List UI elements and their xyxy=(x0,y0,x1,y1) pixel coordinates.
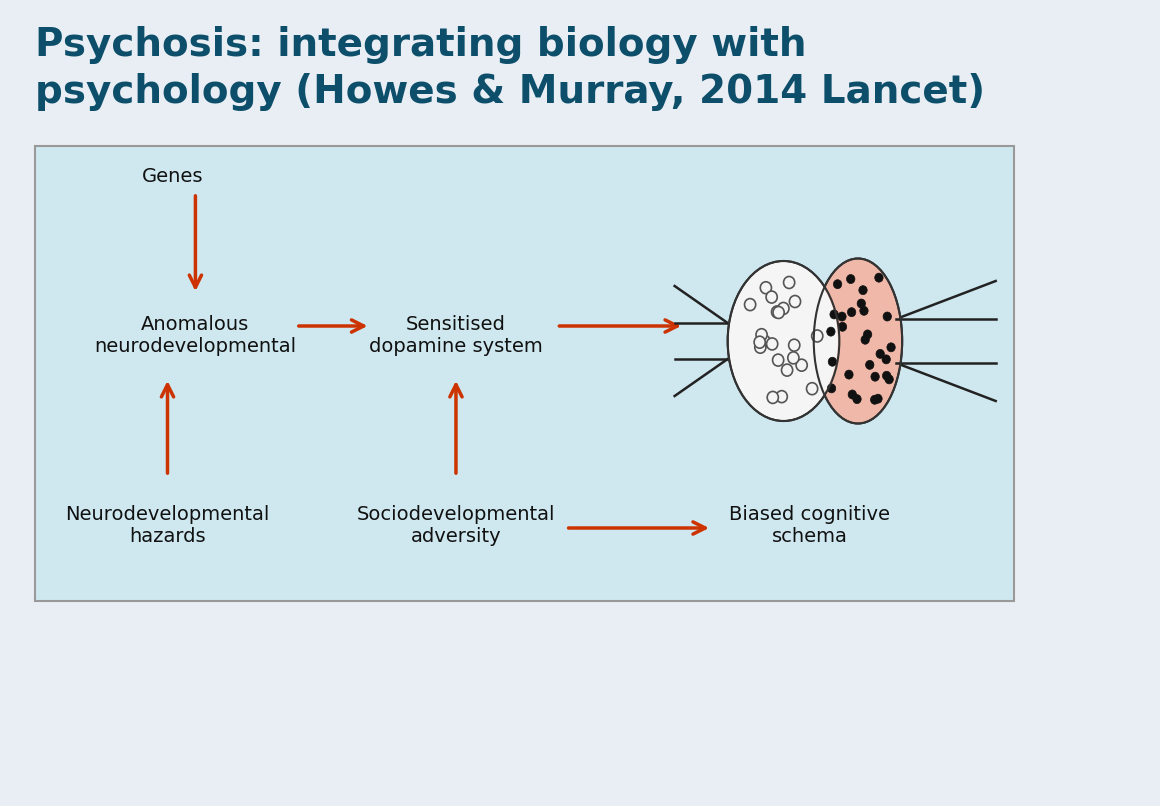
Text: Anomalous
neurodevelopmental: Anomalous neurodevelopmental xyxy=(94,315,297,356)
Circle shape xyxy=(883,312,891,321)
Circle shape xyxy=(767,338,777,350)
Circle shape xyxy=(773,354,784,366)
Circle shape xyxy=(838,312,846,321)
Circle shape xyxy=(887,343,896,352)
Text: Psychosis: integrating biology with
psychology (Howes & Murray, 2014 Lancet): Psychosis: integrating biology with psyc… xyxy=(35,26,986,111)
Circle shape xyxy=(883,372,891,380)
Circle shape xyxy=(759,335,770,347)
Circle shape xyxy=(857,299,865,308)
Circle shape xyxy=(860,306,868,315)
Text: Sensitised
dopamine system: Sensitised dopamine system xyxy=(369,315,543,356)
Circle shape xyxy=(760,282,771,293)
Circle shape xyxy=(870,395,879,405)
Circle shape xyxy=(773,306,784,318)
Circle shape xyxy=(806,383,818,395)
Text: Biased cognitive
schema: Biased cognitive schema xyxy=(730,505,890,546)
Circle shape xyxy=(771,306,783,318)
Circle shape xyxy=(853,395,861,404)
Circle shape xyxy=(847,275,855,284)
Ellipse shape xyxy=(814,259,902,423)
Circle shape xyxy=(827,327,835,336)
Circle shape xyxy=(776,391,788,403)
Circle shape xyxy=(863,330,872,339)
Ellipse shape xyxy=(815,260,901,422)
Circle shape xyxy=(756,329,767,341)
Circle shape xyxy=(790,296,800,308)
Circle shape xyxy=(882,355,891,364)
Circle shape xyxy=(827,384,835,393)
FancyBboxPatch shape xyxy=(35,146,1014,601)
Circle shape xyxy=(871,372,879,381)
Circle shape xyxy=(745,298,755,310)
Circle shape xyxy=(754,336,766,348)
Circle shape xyxy=(829,310,839,319)
Circle shape xyxy=(755,341,766,353)
Circle shape xyxy=(875,273,883,282)
Circle shape xyxy=(858,285,868,295)
Circle shape xyxy=(861,335,869,344)
Text: Genes: Genes xyxy=(142,167,203,186)
Circle shape xyxy=(828,357,836,366)
Circle shape xyxy=(782,364,792,376)
Circle shape xyxy=(767,392,778,404)
Circle shape xyxy=(812,330,822,342)
Circle shape xyxy=(796,359,807,372)
Circle shape xyxy=(848,390,856,399)
Circle shape xyxy=(873,394,882,403)
Circle shape xyxy=(876,349,884,359)
Circle shape xyxy=(833,280,842,289)
Circle shape xyxy=(839,322,847,331)
Circle shape xyxy=(844,370,853,379)
Circle shape xyxy=(783,276,795,289)
Ellipse shape xyxy=(730,263,838,419)
Text: Neurodevelopmental
hazards: Neurodevelopmental hazards xyxy=(65,505,269,546)
Circle shape xyxy=(865,360,873,369)
Circle shape xyxy=(848,308,856,317)
Circle shape xyxy=(885,375,893,384)
Circle shape xyxy=(789,339,799,351)
Circle shape xyxy=(788,352,799,364)
Circle shape xyxy=(766,291,777,303)
Text: Sociodevelopmental
adversity: Sociodevelopmental adversity xyxy=(357,505,556,546)
Ellipse shape xyxy=(727,261,840,421)
Circle shape xyxy=(778,302,789,314)
